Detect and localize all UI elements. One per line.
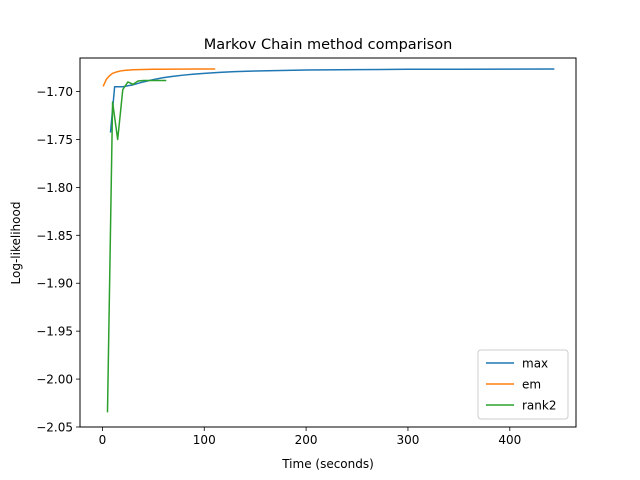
y-tick-label: −1.85: [36, 229, 73, 243]
y-tick-label: −1.75: [36, 133, 73, 147]
plot-frame: [79, 57, 577, 428]
x-tick-label: 0: [99, 433, 107, 447]
y-tick-label: −2.05: [36, 421, 73, 435]
legend-label-max: max: [522, 357, 548, 371]
series-line-em: [102, 68, 216, 87]
y-tick-label: −2.00: [36, 373, 73, 387]
legend-box: [477, 349, 569, 420]
y-tick-label: −1.80: [36, 181, 73, 195]
x-axis: 0 100 200 300 400: [99, 427, 521, 447]
series-line-max: [109, 68, 555, 133]
chart-title: Markov Chain method comparison: [204, 37, 453, 53]
y-axis: −2.05 −2.00 −1.95 −1.90 −1.85 −1.80 −1.75 −1.70: [36, 85, 80, 435]
x-tick-label: 200: [295, 433, 318, 447]
y-tick-label: −1.90: [36, 277, 73, 291]
x-axis-label: Time (seconds): [281, 457, 374, 471]
legend: max em rank2: [477, 349, 569, 420]
series-line-rank2: [106, 79, 167, 413]
x-tick-label: 300: [396, 433, 419, 447]
x-tick-label: 400: [498, 433, 521, 447]
legend-label-rank2: rank2: [522, 399, 556, 413]
legend-label-em: em: [522, 378, 541, 392]
series-layer: [102, 68, 555, 413]
x-tick-label: 100: [193, 433, 216, 447]
y-axis-label: Log-likelihood: [9, 202, 23, 285]
y-tick-label: −1.70: [36, 85, 73, 99]
y-tick-label: −1.95: [36, 325, 73, 339]
